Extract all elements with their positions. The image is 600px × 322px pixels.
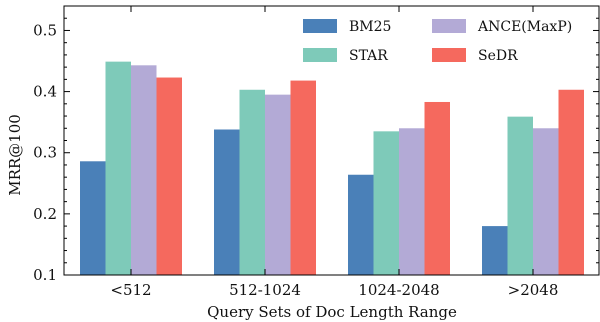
y-tick-label: 0.1: [33, 266, 57, 284]
x-tick-label: 1024-2048: [358, 281, 439, 299]
y-tick-label: 0.5: [33, 21, 57, 39]
bar-bm25-0: [80, 161, 106, 275]
bar-sedr-2: [424, 101, 450, 275]
legend-swatch-ance-maxp-: [432, 19, 466, 33]
legend-label-star: STAR: [349, 48, 388, 64]
legend-label-sedr: SeDR: [478, 48, 518, 64]
axes: 0.1 0.2 0.3 0.4 0.5 <512 512-1024 1024-2048 >204…: [33, 5, 600, 299]
bar-ance-maxp--3: [533, 128, 559, 275]
bar-ance-maxp--0: [131, 65, 157, 275]
plot-area: [80, 61, 584, 276]
y-tick-label: 0.3: [33, 144, 57, 162]
bar-ance-maxp--2: [399, 128, 425, 275]
x-tick-label: <512: [110, 281, 151, 299]
legend-swatch-sedr: [432, 48, 466, 62]
bar-sedr-1: [290, 80, 316, 275]
y-tick-label: 0.2: [33, 205, 57, 223]
bar-sedr-0: [156, 77, 182, 276]
x-tick-label: >2048: [508, 281, 559, 299]
y-axis-title: MRR@100: [6, 114, 24, 196]
bar-bm25-1: [214, 129, 240, 275]
bar-star-0: [105, 61, 131, 275]
legend: BM25 STAR ANCE(MaxP) SeDR: [303, 19, 572, 64]
legend-swatch-bm25: [303, 19, 337, 33]
bar-bm25-3: [482, 226, 508, 275]
y-tick-label: 0.4: [33, 83, 57, 101]
bar-star-3: [507, 116, 533, 275]
x-tick-label: 512-1024: [229, 281, 301, 299]
legend-label-bm25: BM25: [349, 19, 391, 35]
legend-swatch-star: [303, 48, 337, 62]
bar-star-1: [239, 89, 265, 275]
legend-label-ance-maxp-: ANCE(MaxP): [477, 19, 572, 35]
bar-ance-maxp--1: [265, 94, 291, 275]
bar-sedr-3: [558, 89, 584, 275]
x-axis-title: Query Sets of Doc Length Range: [207, 303, 457, 321]
bar-star-2: [373, 131, 399, 275]
bar-bm25-2: [348, 174, 374, 275]
